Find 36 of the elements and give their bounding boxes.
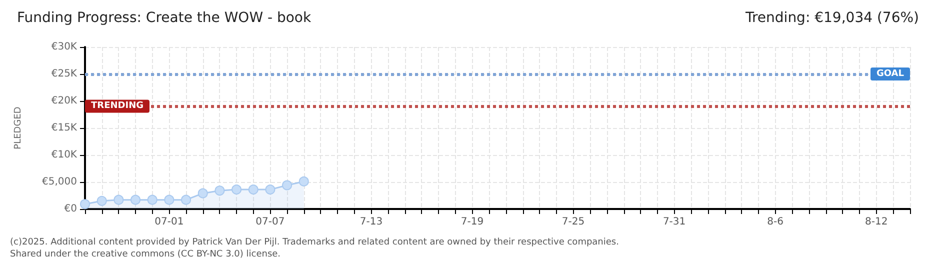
y-tick-label: €25K (51, 68, 78, 80)
point (198, 188, 208, 198)
x-tick-label: 8-12 (864, 216, 888, 228)
point (164, 194, 174, 205)
x-tick-label: 07-01 (154, 216, 184, 228)
y-tick-label: €30K (51, 42, 78, 52)
chart-title: Funding Progress: Create the WOW - book (17, 10, 312, 26)
text: Shared under the creative commons (CC BY-NC 3.0) license. (10, 250, 281, 260)
y-axis-title: PLEDGED (14, 106, 24, 150)
point (265, 184, 276, 195)
point (214, 186, 225, 196)
x-tick-label: 7-25 (562, 216, 585, 228)
y-tick-label: €10K (51, 150, 78, 160)
x-tick-label: 07-07 (256, 216, 285, 228)
x-tick-label: 8-6 (767, 216, 784, 228)
point (147, 194, 158, 205)
chart-subtitle: Trending: €19,034 (76%) (744, 10, 920, 26)
point (130, 194, 141, 205)
x-tick-label: 7-31 (662, 216, 686, 228)
ref-line-label: GOAL (876, 69, 904, 79)
point (298, 176, 309, 186)
x-tick-label: 7-13 (360, 216, 383, 228)
point (282, 180, 292, 190)
y-tick-label: €5,000 (42, 176, 77, 188)
point (96, 196, 107, 206)
y-tick-label: €20K (51, 96, 78, 106)
y-tick-label: €0 (64, 204, 77, 214)
point (232, 184, 242, 195)
point (248, 184, 258, 195)
point (114, 194, 124, 205)
point (80, 199, 90, 210)
y-tick-label: €15K (51, 122, 78, 134)
point (181, 194, 192, 205)
x-tick-label: 7-19 (460, 216, 484, 228)
ref-line-label: TRENDING (91, 101, 144, 112)
text: (c)2025. Additional content provided by Patrick Van Der Pijl. Trademarks and related content are owned by their respective companies. (10, 238, 619, 248)
